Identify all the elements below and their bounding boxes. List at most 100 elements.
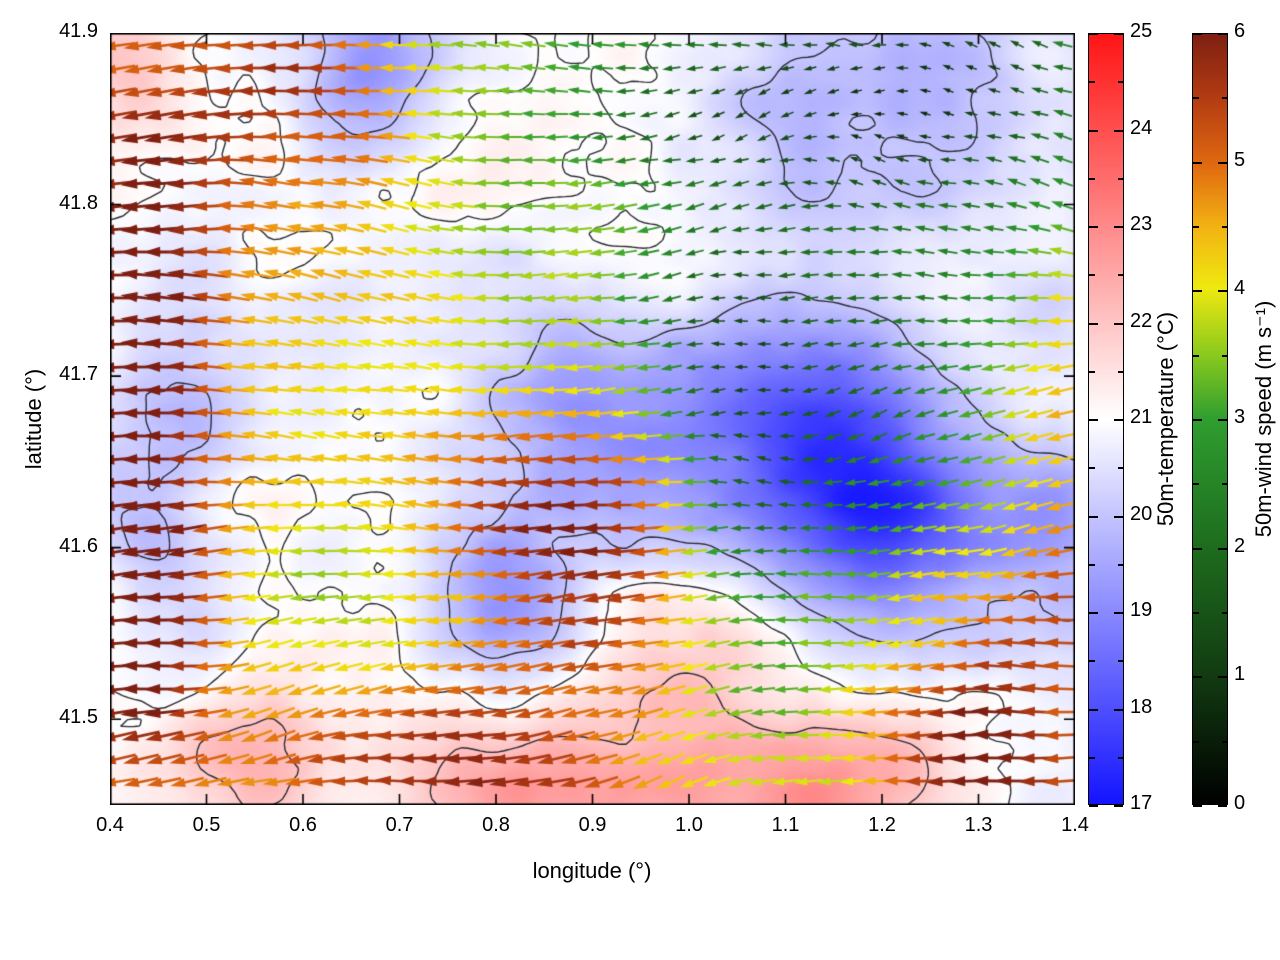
y-tick-label: 41.8 [59, 191, 98, 214]
colorbar-tick-mark [1117, 370, 1123, 373]
colorbar-tick-mark [1117, 563, 1123, 566]
colorbar-tick-mark [1114, 226, 1123, 228]
colorbar-tick-label: 5 [1234, 148, 1246, 171]
x-tick-label: 0.4 [96, 814, 124, 836]
colorbar-tick-label: 21 [1130, 406, 1153, 428]
plot-canvas [110, 33, 1075, 805]
colorbar-tick-mark [1221, 740, 1227, 743]
colorbar-tick-label: 20 [1130, 502, 1153, 525]
x-axis-label: longitude (°) [532, 858, 652, 883]
colorbar-tick-mark [1193, 547, 1202, 550]
colorbar-tick-mark [1193, 805, 1202, 807]
colorbar-tick-mark [1089, 515, 1098, 518]
colorbar-tick-mark [1193, 33, 1202, 35]
colorbar-tick-label: 25 [1130, 20, 1153, 42]
colorbar-tick-mark [1114, 322, 1123, 325]
x-tick-label: 1.3 [964, 814, 993, 836]
colorbar-tick-mark [1114, 129, 1123, 132]
colorbar-tick-mark [1114, 612, 1123, 614]
x-tick-label: 1.1 [771, 814, 800, 836]
colorbar-tick-mark [1114, 805, 1123, 807]
colorbar-tick-mark [1114, 33, 1123, 35]
colorbar-tick-mark [1218, 676, 1227, 679]
colorbar-tick-mark [1193, 676, 1202, 679]
colorbar-tick-mark [1193, 740, 1199, 743]
colorbar-tick-mark [1089, 129, 1098, 132]
colorbar-tick-mark [1114, 515, 1123, 518]
colorbar-tick-mark [1089, 81, 1095, 84]
colorbar-tick-mark [1218, 161, 1227, 164]
colorbar-tick-mark [1089, 370, 1095, 373]
colorbar-tick-mark [1117, 756, 1123, 759]
colorbar-tick-label: 6 [1234, 20, 1246, 42]
colorbar-tick-mark [1193, 161, 1202, 164]
y-tick-label: 41.7 [59, 363, 98, 386]
colorbar-tick-mark [1089, 612, 1098, 614]
colorbar-tick-mark [1089, 419, 1098, 421]
colorbar-tick-mark [1089, 226, 1098, 228]
colorbar-tick-mark [1193, 612, 1199, 614]
colorbar-tick-mark [1089, 805, 1098, 807]
wind-colorbar [1192, 33, 1228, 807]
colorbar-tick-mark [1089, 177, 1095, 180]
colorbar-tick-mark [1089, 660, 1095, 663]
colorbar-tick-mark [1193, 483, 1199, 486]
y-tick-label: 41.5 [59, 706, 98, 729]
colorbar-tick-mark [1089, 563, 1095, 566]
y-tick-label: 41.9 [59, 20, 98, 42]
colorbar-tick-label: 1 [1234, 663, 1246, 686]
colorbar-tick-mark [1221, 483, 1227, 486]
x-tick-label: 0.5 [192, 814, 221, 836]
colorbar-tick-mark [1117, 467, 1123, 470]
colorbar-tick-label: 24 [1130, 116, 1153, 139]
colorbar-tick-mark [1193, 226, 1199, 228]
x-tick-label: 1.0 [675, 814, 703, 836]
colorbar-tick-mark [1117, 274, 1123, 277]
x-tick-label: 0.9 [578, 814, 607, 836]
colorbar-tick-mark [1193, 97, 1199, 100]
colorbar-tick-mark [1089, 274, 1095, 277]
colorbar-tick-label: 0 [1234, 792, 1246, 814]
temperature-colorbar [1088, 33, 1124, 807]
colorbar-tick-mark [1089, 708, 1098, 711]
x-tick-label: 1.2 [868, 814, 896, 836]
colorbar-tick-label: 18 [1130, 695, 1153, 718]
colorbar-tick-mark [1117, 81, 1123, 84]
wind-colorbar-label: 50m-wind speed (m s⁻¹) [1251, 300, 1276, 538]
x-tick-label: 1.4 [1061, 814, 1089, 836]
colorbar-tick-label: 17 [1130, 792, 1153, 814]
x-tick-label: 0.6 [289, 814, 317, 836]
colorbar-tick-mark [1089, 33, 1098, 35]
colorbar-tick-mark [1221, 226, 1227, 228]
colorbar-tick-mark [1218, 290, 1227, 293]
colorbar-tick-label: 23 [1130, 213, 1153, 235]
colorbar-tick-mark [1089, 322, 1098, 325]
colorbar-tick-mark [1089, 756, 1095, 759]
colorbar-tick-mark [1221, 354, 1227, 357]
colorbar-tick-label: 19 [1130, 599, 1153, 621]
colorbar-tick-mark [1117, 660, 1123, 663]
colorbar-tick-mark [1114, 708, 1123, 711]
colorbar-tick-mark [1117, 177, 1123, 180]
temperature-colorbar-label: 50m-temperature (°C) [1153, 311, 1178, 527]
colorbar-tick-mark [1218, 547, 1227, 550]
colorbar-tick-label: 3 [1234, 406, 1246, 428]
colorbar-tick-label: 22 [1130, 309, 1153, 332]
y-tick-label: 41.6 [59, 534, 98, 557]
colorbar-tick-mark [1089, 467, 1095, 470]
x-tick-label: 0.7 [385, 814, 414, 836]
colorbar-tick-mark [1193, 290, 1202, 293]
colorbar-tick-mark [1218, 805, 1227, 807]
y-axis-label: latitude (°) [21, 368, 46, 470]
colorbar-tick-mark [1193, 354, 1199, 357]
colorbar-tick-mark [1114, 419, 1123, 421]
colorbar-tick-mark [1193, 419, 1202, 421]
colorbar-tick-mark [1221, 97, 1227, 100]
x-tick-label: 0.8 [482, 814, 510, 836]
colorbar-tick-label: 2 [1234, 534, 1246, 557]
colorbar-tick-mark [1218, 33, 1227, 35]
colorbar-tick-mark [1218, 419, 1227, 421]
colorbar-tick-mark [1221, 612, 1227, 614]
colorbar-tick-label: 4 [1234, 277, 1246, 300]
